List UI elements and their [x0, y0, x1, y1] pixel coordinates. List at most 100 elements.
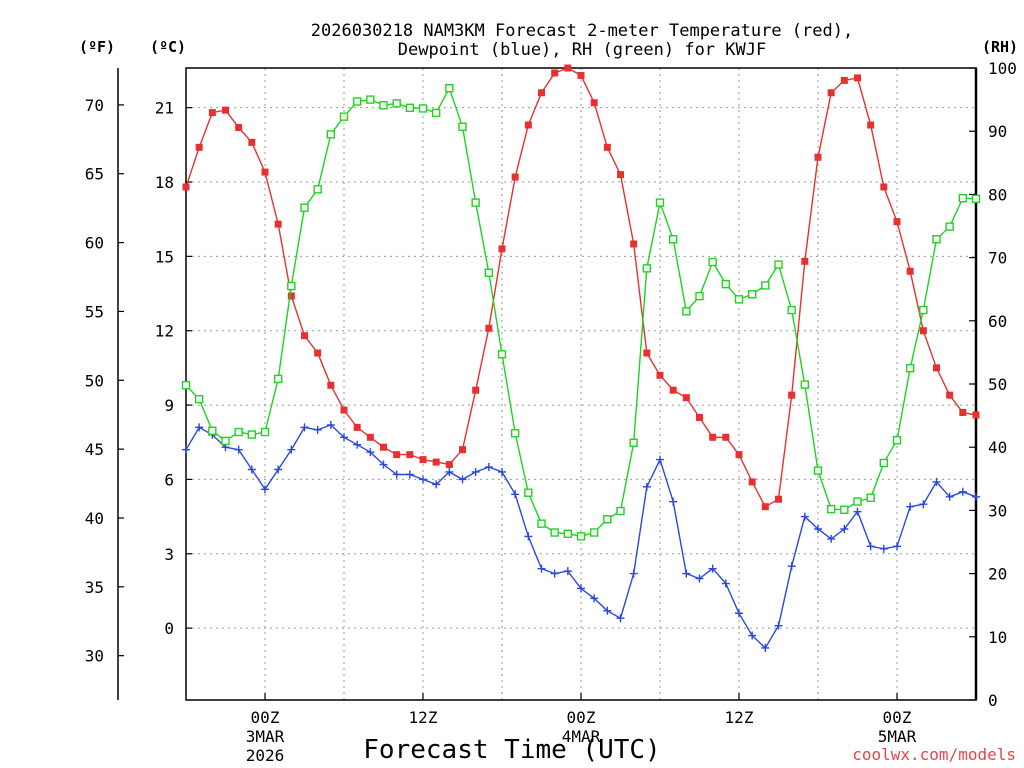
- celsius-tick-label: 21: [155, 99, 174, 118]
- dewpoint-point: [735, 609, 743, 618]
- dewpoint-point: [287, 445, 296, 454]
- rh-tick-label: 30: [988, 501, 1007, 520]
- relative-humidity-point: [431, 108, 441, 118]
- dewpoint-point: [326, 420, 335, 429]
- relative-humidity-point: [708, 257, 717, 267]
- 2-meter-temperature-point: [854, 74, 861, 82]
- 2-meter-temperature-point: [340, 406, 348, 414]
- relative-humidity-point: [352, 97, 362, 106]
- 2-meter-temperature-point: [933, 364, 940, 372]
- dewpoint-point: [787, 562, 796, 571]
- relative-humidity-point: [366, 95, 375, 104]
- dewpoint-point: [563, 567, 572, 576]
- 2-meter-temperature-point: [867, 121, 875, 129]
- dewpoint-point: [972, 492, 980, 501]
- dewpoint-point: [313, 425, 322, 434]
- dewpoint-point: [629, 569, 638, 578]
- relative-humidity-point: [932, 235, 941, 244]
- dewpoint-point: [800, 512, 809, 521]
- relative-humidity-point: [313, 185, 322, 194]
- 2-meter-temperature-point: [735, 451, 743, 459]
- relative-humidity-point: [603, 515, 612, 524]
- rh-tick-label: 90: [988, 122, 1007, 141]
- fahrenheit-tick-label: 45: [85, 440, 104, 459]
- fahrenheit-tick-label: 65: [85, 165, 104, 184]
- dewpoint-point: [656, 455, 664, 464]
- 2-meter-temperature-point: [643, 349, 651, 357]
- dewpoint-point: [458, 475, 467, 484]
- dewpoint-point: [695, 574, 704, 583]
- celsius-axis: 0 3 6 9 12 15 18 21: [155, 99, 192, 638]
- rh-tick-label: 40: [988, 438, 1007, 457]
- 2-meter-temperature-point: [485, 324, 493, 332]
- series-group: [181, 64, 981, 652]
- relative-humidity-point: [958, 193, 968, 203]
- dewpoint-point: [721, 579, 730, 588]
- chart-title-line1: 2026030218 NAM3KM Forecast 2-meter Tempe…: [311, 21, 853, 41]
- dewpoint-point: [708, 564, 717, 573]
- celsius-tick-label: 18: [155, 173, 174, 192]
- dewpoint-point: [405, 470, 414, 479]
- relative-humidity-point: [761, 281, 770, 290]
- relative-humidity-point: [774, 260, 783, 269]
- rh-tick-label: 60: [988, 312, 1007, 331]
- dewpoint-point: [261, 485, 269, 494]
- celsius-tick-label: 12: [155, 322, 174, 341]
- relative-humidity-point: [471, 198, 480, 207]
- relative-humidity-point: [445, 84, 454, 93]
- dewpoint-point: [932, 477, 941, 486]
- dewpoint-point: [893, 542, 901, 551]
- relative-humidity-point: [682, 307, 691, 316]
- dewpoint-point: [445, 467, 454, 476]
- dewpoint-point: [590, 594, 599, 603]
- celsius-tick-label: 9: [164, 396, 174, 415]
- relative-humidity-point: [510, 429, 520, 438]
- dewpoint-point: [366, 448, 375, 457]
- rh-axis: 0 10 20 30 40 50 60 70 80 90 100: [969, 59, 1017, 710]
- relative-humidity-point: [234, 427, 243, 437]
- relative-humidity-point: [405, 103, 415, 113]
- relative-humidity-point: [208, 426, 217, 435]
- dewpoint-point: [353, 440, 362, 449]
- time-tick-date: 4MAR: [562, 727, 601, 746]
- dewpoint-point: [642, 482, 651, 491]
- relative-humidity-point: [418, 104, 428, 113]
- relative-humidity-point: [971, 194, 981, 204]
- 2-meter-temperature-point: [617, 171, 624, 179]
- 2-meter-temperature-point: [182, 183, 190, 191]
- 2-meter-temperature-point: [314, 349, 322, 357]
- dewpoint-point: [669, 497, 678, 506]
- plot-area: [185, 67, 977, 701]
- relative-humidity-point: [550, 528, 559, 537]
- rh-tick-label: 70: [988, 249, 1007, 268]
- celsius-tick-label: 3: [164, 545, 174, 564]
- dewpoint-point: [616, 614, 625, 623]
- 2-meter-temperature-point: [906, 267, 914, 275]
- 2-meter-temperature-point: [682, 394, 690, 402]
- 2-meter-temperature-point: [551, 69, 559, 77]
- 2-meter-temperature-point: [432, 458, 440, 466]
- dewpoint-point: [471, 467, 480, 476]
- relative-humidity-point: [339, 112, 349, 121]
- 2-meter-temperature-point: [709, 433, 717, 441]
- dewpoint-point: [761, 643, 770, 652]
- time-tick-label: 12Z: [409, 708, 438, 727]
- relative-humidity-point: [787, 305, 796, 315]
- 2-meter-temperature-point: [235, 123, 243, 131]
- time-tick-label: 00Z: [883, 708, 912, 727]
- dewpoint-point: [182, 445, 190, 454]
- 2-meter-temperature-point: [577, 71, 585, 79]
- dewpoint-point: [748, 631, 757, 640]
- 2-meter-temperature-point: [630, 240, 638, 248]
- relative-humidity-point: [919, 305, 928, 315]
- 2-meter-temperature-point: [208, 109, 216, 117]
- relative-humidity-point: [379, 101, 388, 110]
- fahrenheit-axis: 30 35 40 45 50 55 60 65 70: [85, 96, 124, 666]
- fahrenheit-tick-label: 35: [85, 578, 104, 597]
- dewpoint-point: [234, 445, 243, 454]
- relative-humidity-point: [484, 268, 494, 277]
- rh-unit-label: (RH): [982, 38, 1018, 56]
- relative-humidity-point: [524, 488, 533, 497]
- celsius-tick-label: 6: [164, 470, 174, 489]
- 2-meter-temperature-point: [195, 143, 203, 151]
